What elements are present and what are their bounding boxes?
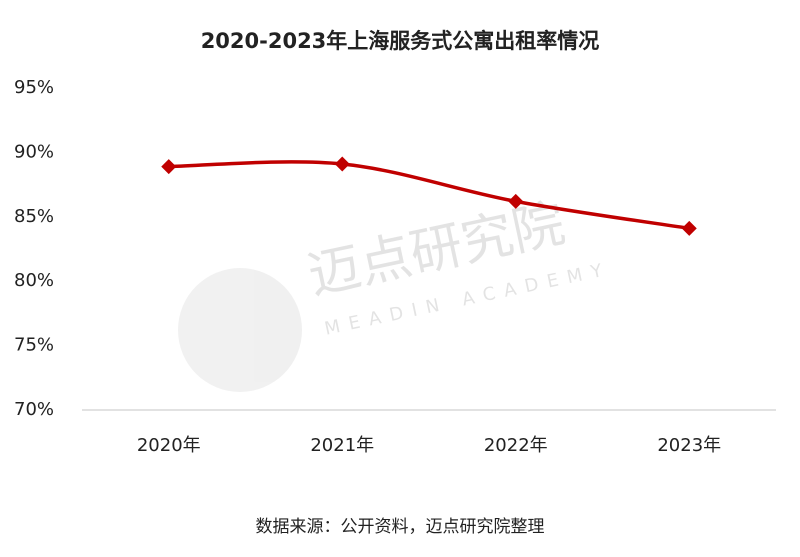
chart-title: 2020-2023年上海服务式公寓出租率情况 bbox=[201, 29, 600, 53]
point-marker bbox=[508, 193, 524, 209]
point-marker bbox=[161, 159, 177, 175]
y-tick-label: 90% bbox=[14, 141, 54, 162]
watermark-logo bbox=[178, 268, 302, 392]
y-tick-label: 85% bbox=[14, 206, 54, 227]
watermark: 迈点研究院 MEADIN ACADEMY bbox=[178, 194, 613, 392]
source-note: 数据来源：公开资料，迈点研究院整理 bbox=[256, 517, 545, 537]
y-tick-label: 95% bbox=[14, 77, 54, 98]
x-tick-label: 2021年 bbox=[310, 435, 374, 456]
point-marker bbox=[334, 156, 350, 172]
y-tick-label: 80% bbox=[14, 270, 54, 291]
x-tick-label: 2022年 bbox=[484, 435, 548, 456]
x-tick-label: 2023年 bbox=[657, 435, 721, 456]
x-tick-label: 2020年 bbox=[137, 435, 201, 456]
y-tick-label: 70% bbox=[14, 399, 54, 420]
point-marker bbox=[681, 220, 697, 236]
line-series bbox=[168, 160, 690, 231]
y-tick-label: 75% bbox=[14, 335, 54, 356]
